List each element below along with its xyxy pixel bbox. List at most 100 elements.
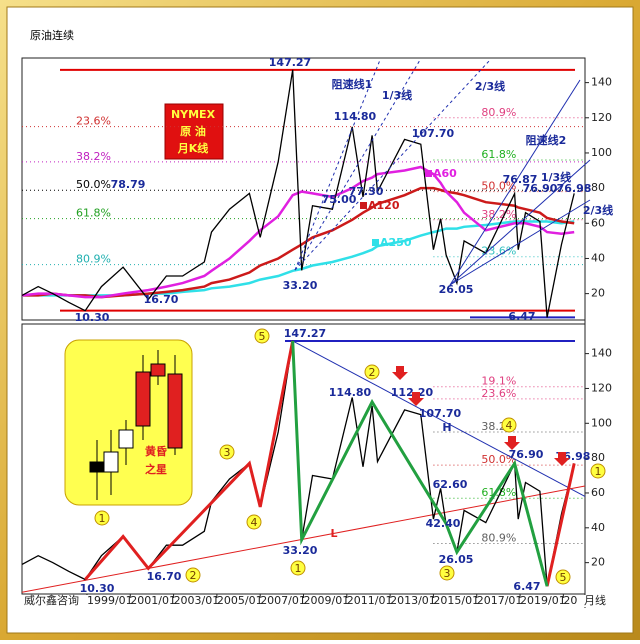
annotation: 月K线	[177, 141, 209, 155]
x-tick-label: 2015/01	[433, 594, 479, 607]
annotation: 77.30	[349, 185, 384, 198]
y-tick-label: 80	[591, 451, 605, 464]
x-tick-label: 2005/01	[217, 594, 263, 607]
level-label: 80.9%	[76, 253, 111, 266]
wave-number: 1	[99, 512, 106, 525]
annotation: 114.80	[334, 110, 377, 123]
speed-line	[449, 199, 591, 286]
legend-swatch	[372, 239, 379, 246]
annotation: 62.60	[433, 478, 468, 491]
annotation: 76.98	[557, 182, 592, 195]
wave-number: 1	[295, 562, 302, 575]
annotation: 6.47	[508, 310, 535, 323]
evening-star-candles	[89, 350, 183, 500]
x-tick-label: 1999/01	[87, 594, 133, 607]
legend-label: A60	[433, 167, 457, 180]
annotation: 76.90	[523, 182, 558, 195]
wave-marker	[219, 444, 235, 460]
annotation: 33.20	[283, 544, 318, 557]
y-tick-label: 20	[591, 287, 605, 300]
wave-marker	[439, 565, 455, 581]
annotation: 107.70	[412, 127, 455, 140]
speed-line	[449, 159, 591, 286]
annotation: H	[442, 421, 451, 434]
y-tick-label: 60	[591, 486, 605, 499]
annotation: 33.20	[283, 279, 318, 292]
annotation: 76.87	[503, 173, 538, 186]
legend-swatch	[360, 202, 367, 209]
annotation: 16.70	[147, 570, 182, 583]
level-label: 61.8%	[481, 486, 516, 499]
annotation: 147.27	[269, 56, 311, 69]
nymex-box	[164, 103, 224, 160]
x-tick-label: 2001/01	[130, 594, 176, 607]
wave-marker	[364, 364, 380, 380]
level-label: 61.8%	[481, 148, 516, 161]
moving-average	[21, 165, 575, 299]
y-tick-label: 140	[591, 347, 612, 360]
x-tick-label: 2007/01	[260, 594, 306, 607]
annotation: 6.47	[513, 580, 540, 593]
legend-swatch	[425, 170, 432, 177]
level-label: 23.6%	[76, 115, 111, 128]
level-label: 23.6%	[481, 245, 516, 258]
y-tick-label: 40	[591, 251, 605, 264]
annotation: 114.80	[329, 386, 372, 399]
level-label: 50.0%	[76, 178, 111, 191]
wave-number: 1	[595, 465, 602, 478]
annotation: 107.70	[419, 407, 462, 420]
wave-marker	[185, 567, 201, 583]
x-tick-label: 2019/01	[520, 594, 566, 607]
y-tick-label: 100	[591, 146, 612, 159]
wave-marker	[290, 560, 306, 576]
wave-number: 2	[190, 569, 197, 582]
x-tick-label: 2009/01	[304, 594, 350, 607]
level-label: 80.9%	[481, 106, 516, 119]
wave-number: 5	[259, 330, 266, 343]
wave-marker	[590, 463, 606, 479]
y-tick-label: 140	[591, 76, 612, 89]
annotation: 黄昏	[145, 444, 167, 458]
level-label: 19.1%	[481, 375, 516, 388]
annotation: 之星	[145, 462, 167, 476]
wave-number: 2	[369, 366, 376, 379]
wave-marker	[501, 417, 517, 433]
level-label: 50.0%	[481, 180, 516, 193]
period-bg	[578, 595, 618, 607]
y-tick-label: 120	[591, 381, 612, 394]
wave-marker	[94, 510, 110, 526]
source-label: 威尔鑫咨询	[24, 593, 79, 607]
annotation: 阻速线1	[332, 77, 373, 91]
y-tick-label: 120	[591, 111, 612, 124]
annotation: 2/3线	[583, 203, 613, 217]
annotation: 1/3线	[382, 88, 412, 102]
wave-marker	[555, 569, 571, 585]
chart-title: 原油连续	[30, 28, 74, 42]
speed-line	[449, 79, 581, 286]
annotation: 42.40	[426, 517, 461, 530]
y-tick-label: 100	[591, 416, 612, 429]
wave-number: 5	[560, 571, 567, 584]
annotation: L	[330, 527, 337, 540]
level-label: 50.0%	[481, 453, 516, 466]
wave-line	[84, 340, 576, 587]
level-label: 80.9%	[481, 531, 516, 544]
annotation: 阻速线2	[526, 133, 567, 147]
annotation: 76.90	[509, 448, 544, 461]
y-tick-label: 20	[591, 556, 605, 569]
annotation: 26.05	[439, 553, 474, 566]
wave-number: 4	[251, 516, 258, 529]
annotation: 16.70	[144, 293, 179, 306]
wave-number: 3	[224, 446, 231, 459]
annotation: 147.27	[284, 327, 326, 340]
annotation: 1/3线	[541, 170, 571, 184]
annotation: 26.05	[439, 283, 474, 296]
x-tick-label: 2003/01	[174, 594, 220, 607]
wave-marker	[246, 514, 262, 530]
speed-line	[294, 59, 421, 271]
source-bg	[22, 595, 88, 607]
annotation: 78.79	[111, 178, 146, 191]
x-tick-label: 2011/01	[347, 594, 393, 607]
annotation: 2/3线	[475, 79, 505, 93]
